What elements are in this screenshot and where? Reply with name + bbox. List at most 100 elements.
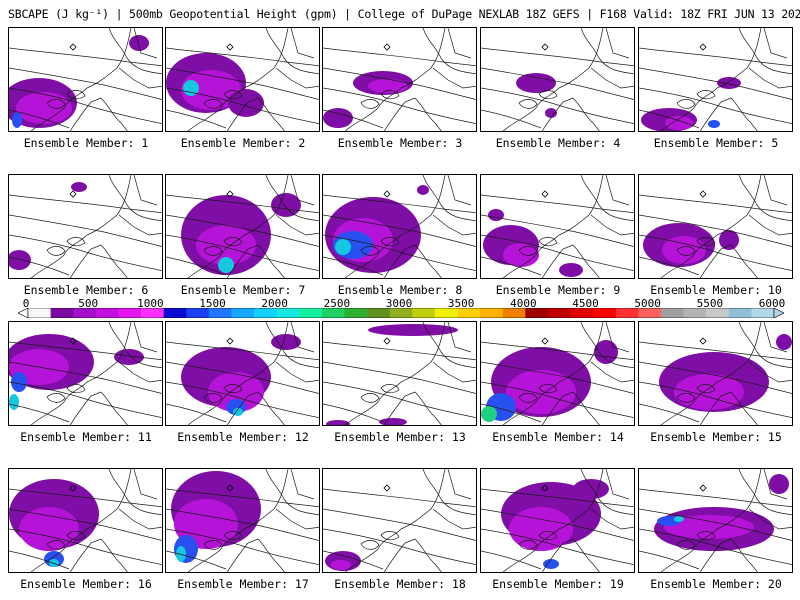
map-line — [290, 175, 315, 206]
cape-region — [16, 92, 72, 124]
map-line — [676, 540, 696, 550]
map-line — [518, 99, 538, 109]
map-line — [432, 214, 476, 236]
map-line — [763, 322, 788, 353]
map-line — [572, 97, 600, 131]
cape-region — [49, 559, 59, 567]
map-line — [538, 384, 558, 394]
map-line — [639, 234, 792, 271]
cape-region — [719, 230, 739, 250]
map-line — [572, 391, 600, 425]
cape-region — [665, 116, 693, 130]
map-line — [69, 538, 102, 572]
map-line — [558, 28, 604, 89]
colorbar-swatch — [73, 308, 97, 318]
high-marker-icon — [226, 190, 234, 198]
map-line — [9, 87, 162, 124]
cape-map-9 — [481, 175, 634, 278]
map-line — [639, 87, 792, 124]
cape-region — [417, 185, 429, 195]
map-line — [696, 90, 716, 100]
colorbar-swatch — [434, 308, 458, 318]
cape-region — [208, 372, 264, 412]
map-line — [383, 391, 416, 425]
map-line — [30, 234, 88, 278]
map-line — [748, 361, 792, 383]
cape-map-13 — [323, 322, 476, 425]
figure-title: SBCAPE (J kg⁻¹) | 500mb Geopotential Hei… — [8, 7, 800, 21]
high-marker-icon — [383, 190, 391, 198]
map-line — [481, 361, 634, 394]
map-line — [580, 322, 634, 369]
map-line — [166, 109, 227, 129]
map-line — [100, 97, 128, 131]
ensemble-member-label: Ensemble Member: 8 — [337, 283, 463, 297]
map-line — [323, 256, 384, 276]
ensemble-panel-12 — [165, 321, 320, 426]
map-line — [257, 244, 285, 278]
ensemble-panel-8 — [322, 174, 477, 279]
map-line — [108, 322, 162, 369]
high-marker-icon — [69, 43, 77, 51]
map-line — [226, 391, 259, 425]
map-line — [69, 391, 102, 425]
map-line — [699, 244, 732, 278]
map-line — [344, 381, 402, 425]
map-line — [265, 175, 319, 222]
colorbar-tick-label: 500 — [78, 297, 99, 310]
ensemble-panel-15 — [638, 321, 793, 426]
cape-map-1 — [9, 28, 162, 131]
map-line — [676, 393, 696, 403]
map-line — [400, 469, 446, 530]
map-line — [572, 538, 600, 572]
cape-map-20 — [639, 469, 792, 572]
cape-map-14 — [481, 322, 634, 425]
ensemble-member-label: Ensemble Member: 2 — [180, 136, 306, 150]
colorbar-swatch — [389, 308, 413, 318]
map-line — [226, 538, 259, 572]
cape-map-18 — [323, 469, 476, 572]
map-line — [323, 47, 476, 67]
map-line — [226, 244, 259, 278]
map-line — [9, 381, 162, 418]
map-line — [380, 531, 400, 541]
ensemble-panel-2 — [165, 27, 320, 132]
cape-region — [543, 559, 559, 569]
map-line — [9, 341, 162, 361]
colorbar-swatch — [593, 308, 617, 318]
map-line — [639, 256, 700, 276]
map-line — [481, 488, 634, 508]
high-marker-icon — [541, 337, 549, 345]
map-line — [344, 234, 402, 278]
cape-region — [71, 182, 87, 192]
map-line — [30, 528, 88, 572]
map-line — [738, 175, 792, 222]
cape-map-2 — [166, 28, 319, 131]
map-line — [118, 361, 162, 383]
cape-region — [717, 77, 741, 89]
map-line — [166, 508, 319, 541]
cape-map-5 — [639, 28, 792, 131]
map-line — [481, 87, 634, 124]
map-line — [69, 244, 102, 278]
map-line — [257, 391, 285, 425]
cape-region — [19, 507, 79, 551]
map-line — [676, 246, 696, 256]
map-line — [414, 97, 442, 131]
colorbar-tick-label: 6000 — [758, 297, 786, 310]
cape-map-19 — [481, 469, 634, 572]
map-line — [763, 28, 788, 59]
cape-map-15 — [639, 322, 792, 425]
map-line — [605, 469, 630, 500]
map-line — [323, 361, 476, 394]
map-line — [380, 384, 400, 394]
map-line — [660, 381, 718, 425]
map-line — [166, 361, 319, 394]
map-line — [447, 28, 472, 59]
high-marker-icon — [699, 43, 707, 51]
map-line — [716, 469, 762, 530]
cape-colorbar — [18, 308, 784, 318]
cape-region — [559, 263, 583, 277]
map-line — [716, 175, 762, 236]
